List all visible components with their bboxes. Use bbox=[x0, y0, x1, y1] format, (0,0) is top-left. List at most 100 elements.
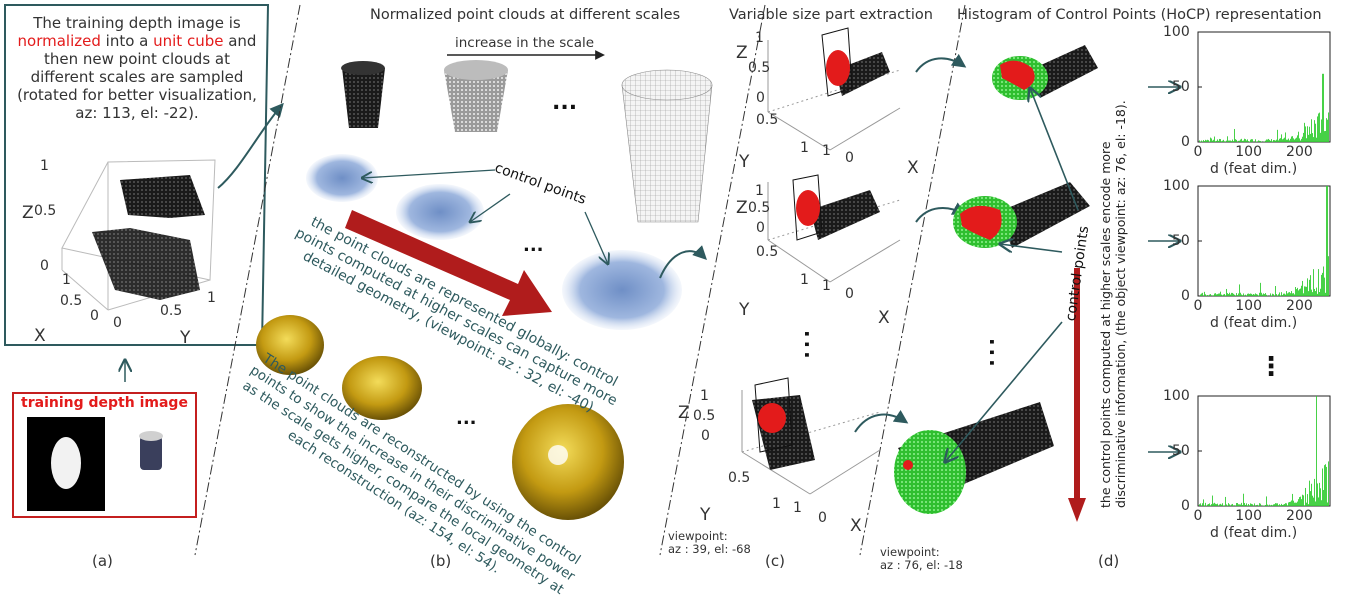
histogram-bar bbox=[1220, 292, 1221, 296]
histogram-bar bbox=[1272, 505, 1273, 506]
c2-y: Y bbox=[739, 300, 749, 320]
histogram-bar bbox=[1206, 295, 1207, 296]
histogram-bar bbox=[1282, 505, 1283, 506]
histogram-bar bbox=[1292, 494, 1293, 506]
c2-z-tick-1: 1 bbox=[755, 183, 764, 199]
histogram-bar bbox=[1219, 504, 1220, 506]
histogram-bar bbox=[1312, 496, 1313, 506]
histogram-bar bbox=[1233, 505, 1234, 506]
histogram-bar bbox=[1252, 504, 1253, 506]
histogram-bar bbox=[1298, 132, 1299, 142]
histogram-bar bbox=[1232, 140, 1233, 142]
histogram-bar bbox=[1203, 499, 1204, 506]
label-d: (d) bbox=[1098, 552, 1119, 570]
histogram-bar bbox=[1218, 141, 1219, 142]
histogram-bar bbox=[1209, 141, 1210, 142]
histogram-bar bbox=[1309, 481, 1310, 506]
depth-cup-shape bbox=[51, 437, 81, 489]
histogram-bar bbox=[1229, 141, 1230, 142]
histogram-bar bbox=[1210, 138, 1211, 142]
histogram-bar bbox=[1290, 502, 1291, 506]
histogram-x-tick-label: 100 bbox=[1235, 298, 1262, 314]
histogram-bar bbox=[1240, 293, 1241, 296]
histogram-bar bbox=[1305, 287, 1306, 296]
cup-large bbox=[622, 85, 712, 222]
histogram-x-tick-label: 200 bbox=[1286, 508, 1313, 524]
histogram-bar bbox=[1260, 141, 1261, 142]
histogram-bar bbox=[1286, 291, 1287, 296]
histogram-bar bbox=[1247, 505, 1248, 506]
histogram-bar bbox=[1293, 293, 1294, 296]
histogram-bar bbox=[1276, 140, 1277, 142]
histogram-bar bbox=[1238, 504, 1239, 506]
histogram-bar bbox=[1281, 504, 1282, 506]
histogram-bar bbox=[1223, 505, 1224, 506]
histogram-bar bbox=[1275, 141, 1276, 142]
y-tick-0: 0 bbox=[113, 315, 122, 331]
histogram-bar bbox=[1207, 295, 1208, 296]
ellipsis-b-top: ... bbox=[552, 90, 577, 115]
histogram-bar bbox=[1255, 293, 1256, 296]
histogram-bar bbox=[1213, 504, 1214, 506]
histogram-bar bbox=[1219, 139, 1220, 142]
histogram-bar bbox=[1240, 140, 1241, 142]
histogram-bar bbox=[1292, 293, 1293, 296]
arrow-c-to-d-1 bbox=[916, 58, 964, 72]
histogram-bar bbox=[1318, 497, 1319, 506]
histogram-bar bbox=[1290, 293, 1291, 296]
histogram-xlabel: d (feat dim.) bbox=[1210, 525, 1297, 541]
histogram-bar bbox=[1300, 289, 1301, 296]
histogram-bar bbox=[1236, 140, 1237, 142]
histogram-bar bbox=[1227, 293, 1228, 296]
histogram-bar bbox=[1273, 140, 1274, 142]
histogram-bar bbox=[1275, 286, 1276, 296]
histogram-bar bbox=[1212, 496, 1213, 506]
histogram-bar bbox=[1261, 293, 1262, 296]
histogram-bar bbox=[1316, 288, 1317, 296]
histogram-bar bbox=[1305, 488, 1306, 506]
histogram-bar bbox=[1214, 137, 1215, 142]
histogram-bar bbox=[1317, 116, 1318, 142]
histogram-bar bbox=[1326, 467, 1327, 506]
histogram-bar bbox=[1239, 504, 1240, 506]
c3-red bbox=[758, 403, 786, 433]
histogram-bar bbox=[1205, 140, 1206, 142]
histogram-bar bbox=[1274, 140, 1275, 142]
histogram-bar bbox=[1315, 291, 1316, 296]
histogram-bar bbox=[1222, 141, 1223, 142]
histogram-bar bbox=[1216, 504, 1217, 506]
histogram-bar bbox=[1309, 280, 1310, 296]
histogram-bar bbox=[1226, 289, 1227, 296]
histogram-bar bbox=[1242, 141, 1243, 142]
histogram-bar bbox=[1265, 505, 1266, 506]
histogram-bar bbox=[1306, 138, 1307, 142]
d3-red bbox=[903, 460, 913, 470]
histogram-bar bbox=[1248, 294, 1249, 296]
histogram-bar bbox=[1205, 294, 1206, 296]
c2-z: Z bbox=[736, 198, 748, 218]
histogram-bar bbox=[1218, 294, 1219, 296]
histogram-bar bbox=[1301, 286, 1302, 296]
histogram-bar bbox=[1223, 294, 1224, 296]
histogram-bar bbox=[1234, 295, 1235, 296]
histogram-bar bbox=[1239, 284, 1240, 296]
histogram-bar bbox=[1215, 141, 1216, 142]
histogram-bar bbox=[1233, 141, 1234, 142]
histogram-bar bbox=[1264, 505, 1265, 506]
histogram-bar bbox=[1246, 295, 1247, 296]
histogram-x-tick-label: 0 bbox=[1194, 298, 1203, 314]
histogram-bar bbox=[1251, 139, 1252, 142]
histogram-bar bbox=[1215, 504, 1216, 506]
histogram-bar bbox=[1301, 499, 1302, 506]
histogram-bar bbox=[1234, 129, 1235, 142]
histogram-bar bbox=[1236, 503, 1237, 506]
viewpoint-c: viewpoint: az : 39, el: -68 bbox=[668, 530, 751, 556]
histogram-bar bbox=[1284, 138, 1285, 142]
histogram-bar bbox=[1240, 505, 1241, 506]
histogram-bar bbox=[1291, 501, 1292, 506]
histogram-bar bbox=[1317, 294, 1318, 296]
histogram-bar bbox=[1260, 504, 1261, 506]
histogram-bar bbox=[1289, 292, 1290, 296]
histogram-bar bbox=[1323, 490, 1324, 506]
histogram-bar bbox=[1256, 505, 1257, 506]
